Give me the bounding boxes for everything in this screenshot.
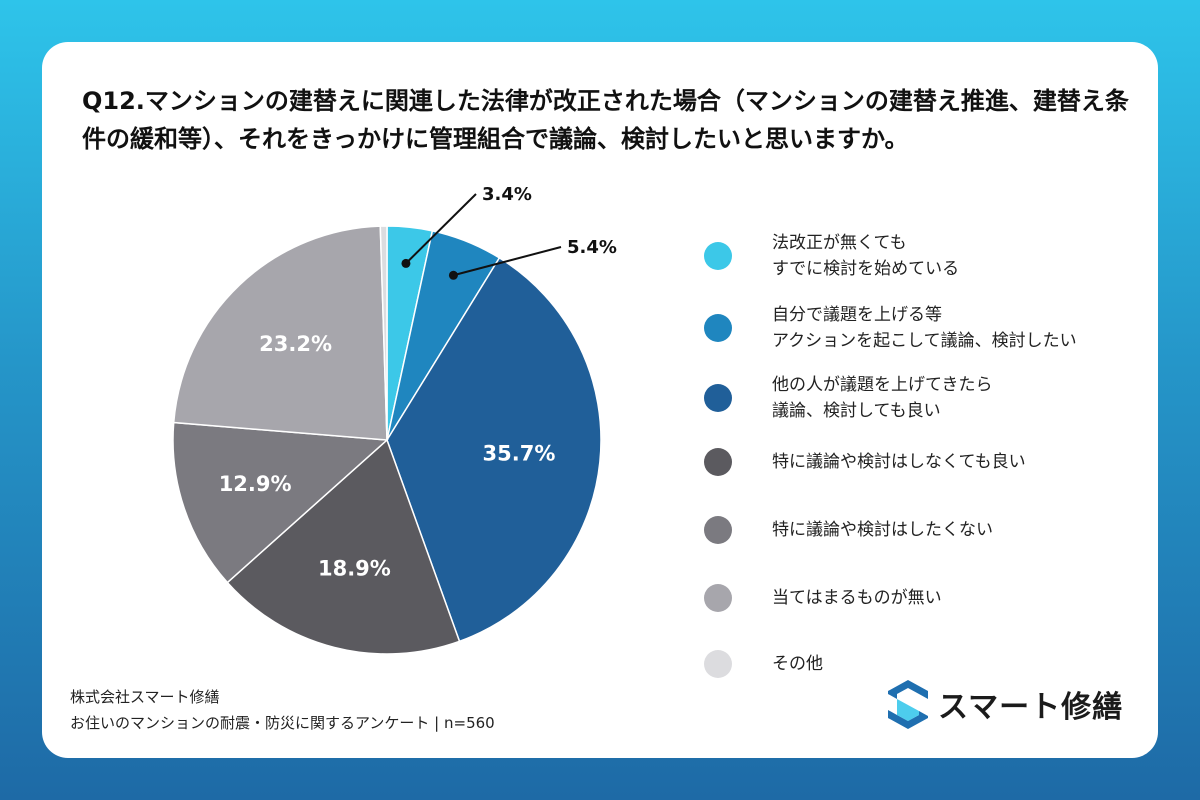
- callout-value-label: 5.4%: [567, 237, 617, 258]
- brand-logo: スマート修繕: [886, 678, 1123, 730]
- legend-item: 法改正が無くても すでに検討を始めている: [704, 230, 959, 282]
- legend-swatch: [704, 448, 732, 476]
- legend-label: その他: [772, 654, 823, 674]
- legend-label: 他の人が議題を上げてきたら 議論、検討しても良い: [772, 375, 993, 421]
- legend-swatch: [704, 584, 732, 612]
- legend-label: 特に議論や検討はしたくない: [772, 520, 993, 540]
- pie-slice-4: [172, 421, 389, 584]
- pie-slice-2: [386, 256, 602, 643]
- slice-value-label: 12.9%: [219, 472, 292, 496]
- legend-label: 当てはまるものが無い: [772, 588, 942, 608]
- legend-swatch: [704, 516, 732, 544]
- legend-item: 特に議論や検討はしたくない: [704, 516, 993, 544]
- legend-swatch: [704, 384, 732, 412]
- question-title: Q12.マンションの建替えに関連した法律が改正された場合（マンションの建替え推進…: [82, 87, 1129, 153]
- pie-slice-5: [172, 225, 388, 441]
- callout-line: [453, 246, 562, 277]
- legend-swatch: [704, 242, 732, 270]
- slice-value-label: 35.7%: [483, 442, 556, 466]
- footer-survey: お住いのマンションの耐震・防災に関するアンケート | n=560: [70, 714, 495, 732]
- legend-item: その他: [704, 650, 823, 678]
- legend-label: 法改正が無くても すでに検討を始めている: [772, 233, 960, 279]
- legend-swatch: [704, 650, 732, 678]
- legend-label: 自分で議題を上げる等 アクションを起こして議論、検討したい: [772, 305, 1077, 351]
- legend-item: 自分で議題を上げる等 アクションを起こして議論、検討したい: [704, 302, 1077, 354]
- survey-card: Q12.マンションの建替えに関連した法律が改正された場合（マンションの建替え推進…: [42, 42, 1158, 758]
- legend-item: 特に議論や検討はしなくても良い: [704, 448, 1026, 476]
- legend-swatch: [704, 314, 732, 342]
- callout-dot: [448, 270, 458, 280]
- legend-item: 他の人が議題を上げてきたら 議論、検討しても良い: [704, 372, 993, 424]
- legend-item: 当てはまるものが無い: [704, 584, 942, 612]
- footer: 株式会社スマート修繕 お住いのマンションの耐震・防災に関するアンケート | n=…: [70, 684, 495, 736]
- slice-value-label: 18.9%: [318, 557, 391, 581]
- callout-value-label: 3.4%: [482, 184, 532, 205]
- pie-slice-3: [226, 438, 461, 655]
- legend-label: 特に議論や検討はしなくても良い: [772, 452, 1026, 472]
- slice-value-label: 23.2%: [259, 332, 332, 356]
- callout-line: [405, 193, 477, 265]
- pie-chart: 35.7% 18.9% 12.9% 23.2% 3.4% 5.4%: [172, 184, 617, 655]
- brand-s-icon: [888, 680, 928, 729]
- footer-company: 株式会社スマート修繕: [70, 688, 220, 706]
- pie-slice-6: [379, 225, 388, 441]
- brand-name: スマート修繕: [938, 690, 1124, 725]
